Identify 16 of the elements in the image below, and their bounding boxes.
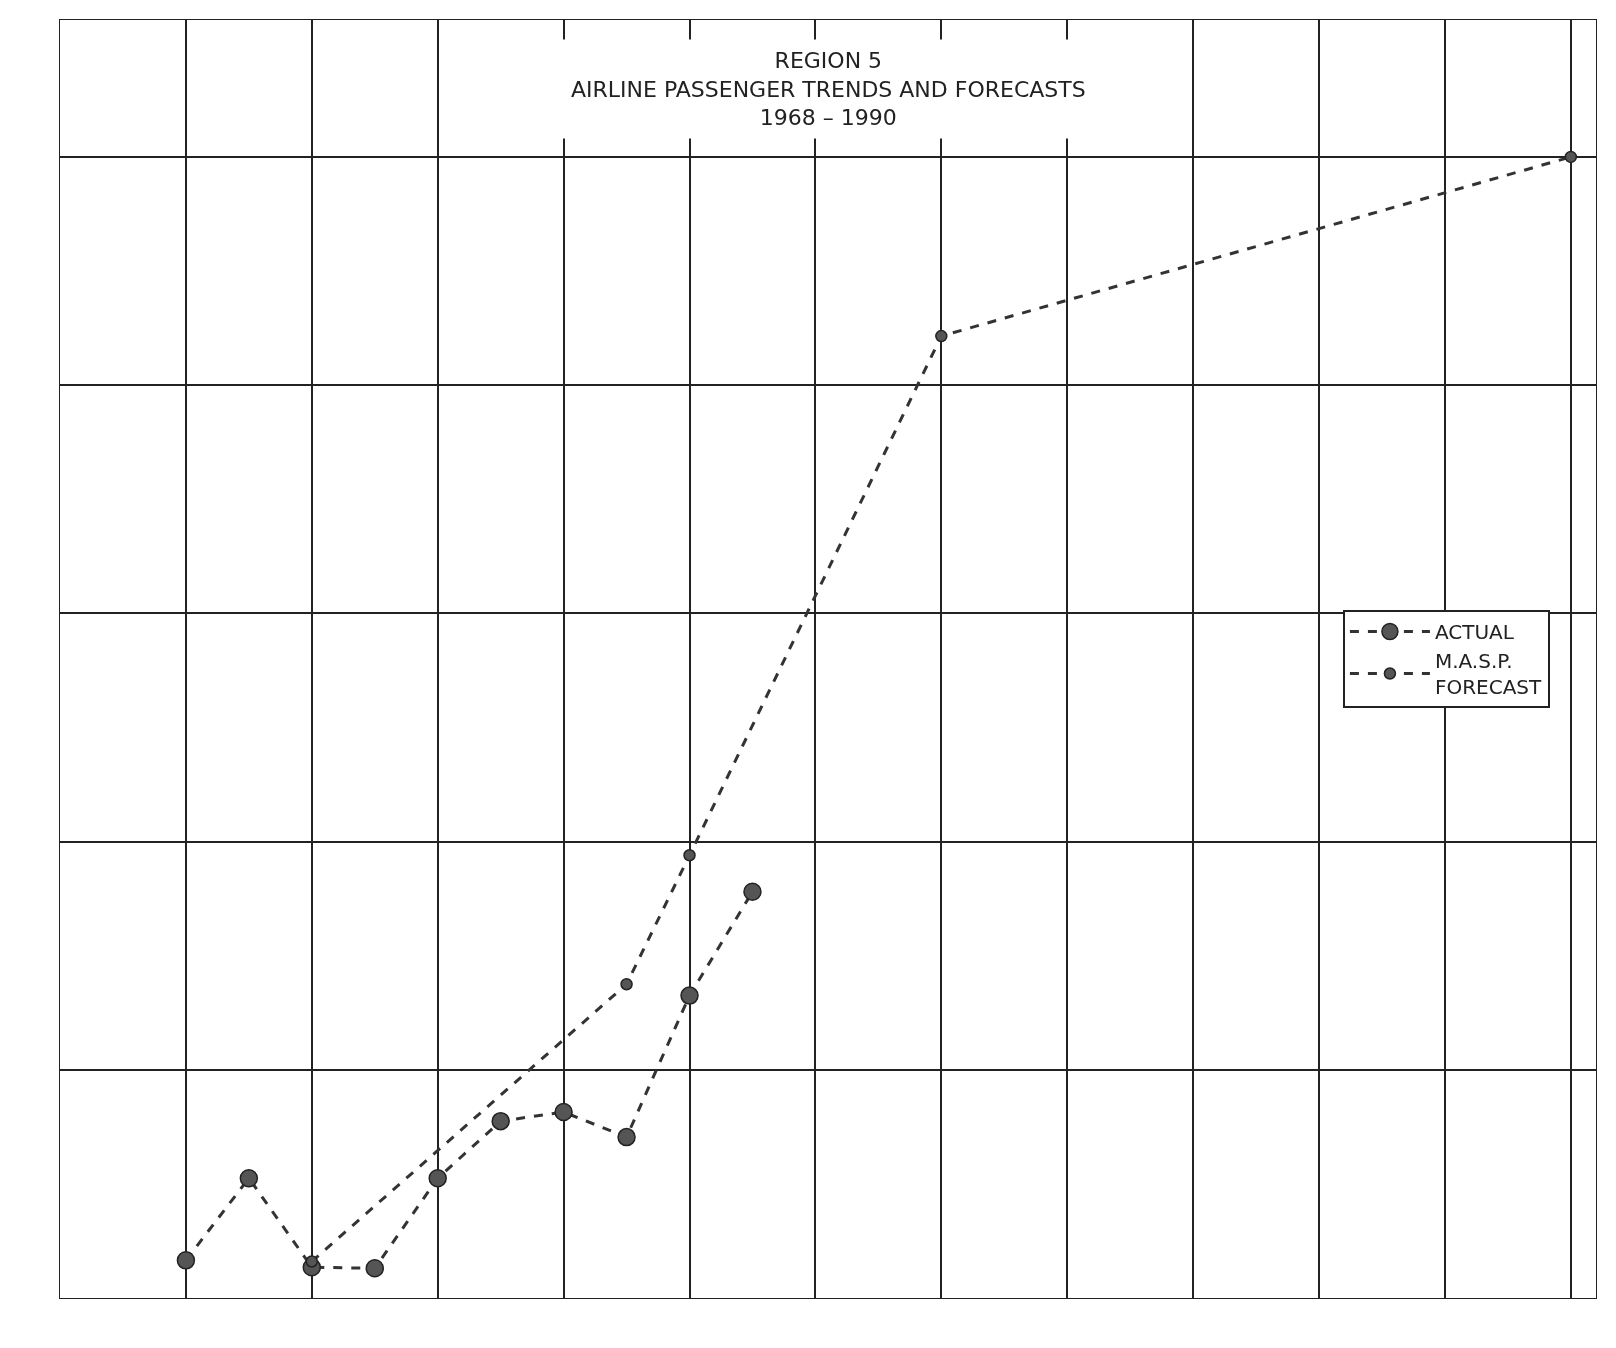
point [428,1168,447,1188]
chart-title: REGION 5 AIRLINE PASSENGER TRENDS AND FORECASTS 1968 – 1990 [571,48,1086,131]
point [554,1102,573,1122]
point [1564,150,1578,164]
point [683,849,696,862]
point [617,1127,636,1147]
point [365,1259,384,1278]
point [239,1168,259,1188]
point [680,986,699,1005]
legend-label: ACTUAL [1434,620,1515,645]
point [491,1111,510,1131]
legend-label: M.A.S.P. FORECAST [1434,649,1543,700]
point [176,1251,196,1270]
point [935,329,948,343]
point [743,882,762,902]
point [620,977,633,991]
